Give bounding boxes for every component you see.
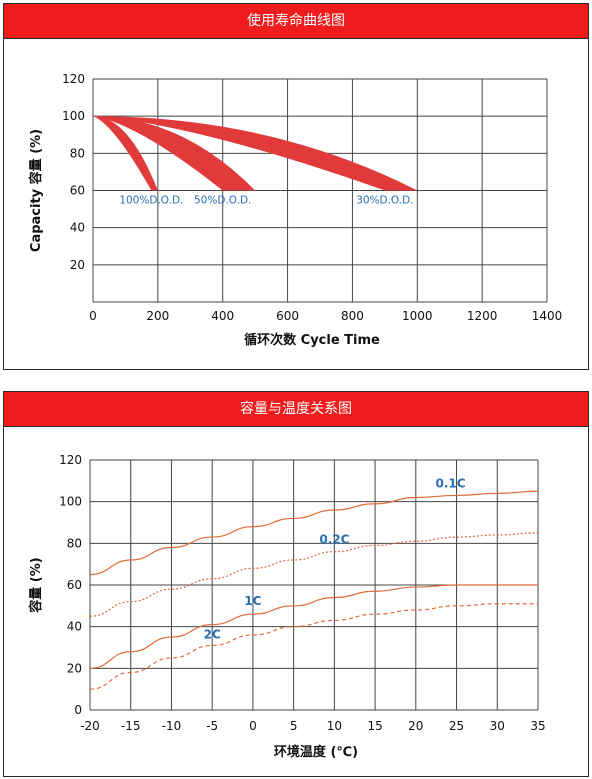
x-axis-title: 环境温度 (℃) <box>274 744 358 760</box>
x-tick-label: 1000 <box>402 309 433 323</box>
dod-label-2: 30%D.O.D. <box>356 195 413 207</box>
x-tick-label: 10 <box>327 719 342 733</box>
x-tick-label: 25 <box>449 719 464 733</box>
x-tick-label: 5 <box>290 719 298 733</box>
curve-label-3: 2C <box>204 627 221 641</box>
x-tick-label: 1200 <box>467 309 498 323</box>
y-tick-label: 20 <box>70 258 85 272</box>
y-tick-label: 60 <box>67 578 82 592</box>
x-tick-label: 200 <box>146 309 169 323</box>
curve-1C <box>89 584 538 669</box>
y-tick-label: 40 <box>67 620 82 634</box>
cycle-life-panel: 使用寿命曲线图 100%D.O.D. 50%D.O.D. 30%D.O.D. 0 200… <box>3 3 589 370</box>
temperature-panel: 容量与温度关系图 0.1C 0.2C 1C 2C -20 -15 -10 -5 0 5 10 15 20… <box>3 391 589 777</box>
temperature-chart: 0.1C 0.2C 1C 2C -20 -15 -10 -5 0 5 10 15 20 25 30 35 0 20… <box>28 453 546 760</box>
x-tick-label: 400 <box>211 309 234 323</box>
x-axis-title: 循环次数 Cycle Time <box>244 332 380 348</box>
x-tick-label: 1400 <box>532 309 563 323</box>
x-tick-label: 35 <box>530 719 545 733</box>
y-axis-title: 容量 (%) <box>28 557 44 613</box>
dod-label-0: 100%D.O.D. <box>119 195 183 207</box>
x-tick-label: -5 <box>206 719 218 733</box>
cycle-life-header: 使用寿命曲线图 <box>4 4 588 39</box>
curve-2C <box>89 603 538 690</box>
x-tick-label: -15 <box>121 719 141 733</box>
y-tick-label: 80 <box>70 146 85 160</box>
dod-band-1 <box>93 116 256 191</box>
y-tick-label: 60 <box>70 184 85 198</box>
y-tick-label: 120 <box>62 72 85 86</box>
x-tick-label: 0 <box>89 309 97 323</box>
y-tick-label: 120 <box>59 453 82 467</box>
x-tick-label: -10 <box>162 719 182 733</box>
y-tick-label: 40 <box>70 221 85 235</box>
y-axis-title: Capacity 容量 (%) <box>28 129 44 252</box>
x-tick-label: 800 <box>341 309 364 323</box>
x-tick-label: 15 <box>367 719 382 733</box>
curve-0_2C <box>89 532 539 617</box>
curve-label-1: 0.2C <box>319 533 349 547</box>
cycle-life-chart: 100%D.O.D. 50%D.O.D. 30%D.O.D. 0 200 400 600 80… <box>28 72 563 348</box>
x-tick-label: 0 <box>249 719 257 733</box>
temperature-header: 容量与温度关系图 <box>4 392 588 427</box>
curve-label-2: 1C <box>244 594 261 608</box>
y-tick-label: 80 <box>67 536 82 550</box>
curve-label-0: 0.1C <box>436 476 466 490</box>
y-tick-label: 20 <box>67 661 82 675</box>
dod-band-2 <box>93 116 418 191</box>
dod-label-1: 50%D.O.D. <box>194 195 251 207</box>
x-tick-label: 30 <box>490 719 505 733</box>
y-tick-label: 100 <box>59 495 82 509</box>
x-tick-label: -20 <box>80 719 100 733</box>
y-tick-label: 100 <box>62 109 85 123</box>
x-tick-label: 600 <box>276 309 299 323</box>
curve-0_1C <box>89 490 539 576</box>
x-tick-label: 20 <box>408 719 423 733</box>
y-tick-label: 0 <box>74 703 82 717</box>
dod-band-0 <box>93 116 158 191</box>
